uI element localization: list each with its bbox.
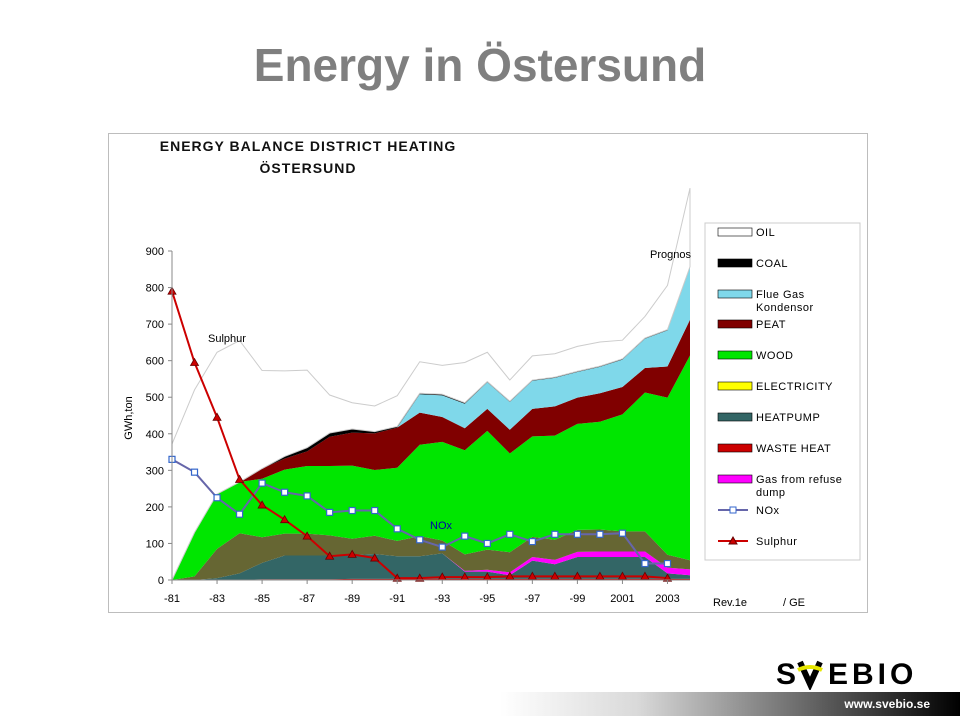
slide-title: Energy in Östersund bbox=[253, 39, 707, 91]
chart-frame bbox=[108, 133, 868, 613]
svg-text:EBIO: EBIO bbox=[828, 658, 917, 690]
svg-text:S: S bbox=[776, 658, 800, 690]
svebio-logo: S EBIO bbox=[776, 658, 917, 690]
footer-bar bbox=[500, 692, 960, 716]
footer-url[interactable]: www.svebio.se bbox=[844, 697, 930, 711]
chart-subtitle: ÖSTERSUND bbox=[259, 160, 357, 176]
chart-title: ENERGY BALANCE DISTRICT HEATING bbox=[159, 138, 457, 154]
